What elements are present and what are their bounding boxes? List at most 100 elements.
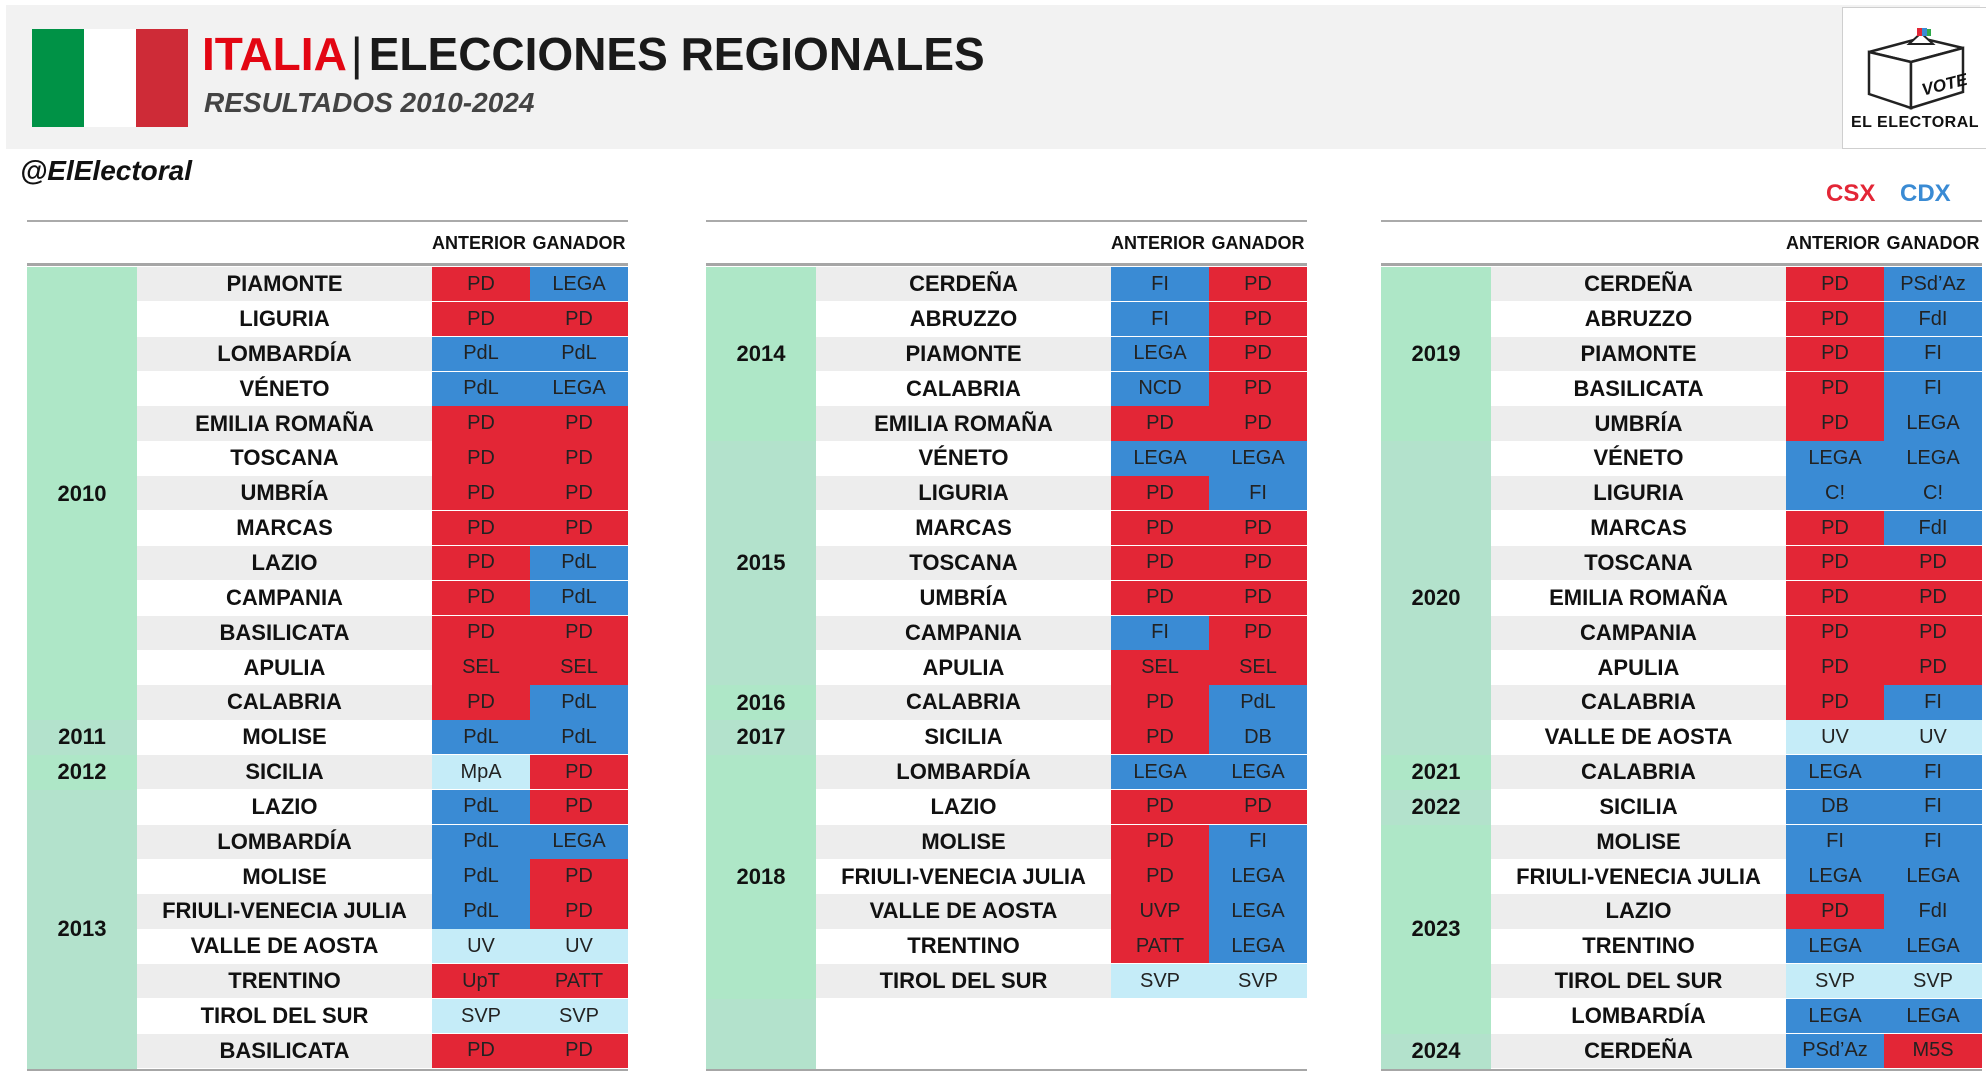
region-name: LOMBARDÍA (1571, 1003, 1706, 1029)
region-name: TRENTINO (137, 964, 432, 999)
anterior-cell: PD (1111, 720, 1209, 755)
region-name: EMILIA ROMAÑA (1549, 584, 1728, 610)
region-name: VÉNETO (1593, 445, 1684, 471)
ganador-cell: FI (1209, 824, 1307, 859)
region-name: LIGURIA (239, 306, 330, 332)
ganador-cell: PD (1209, 510, 1307, 546)
ganador-cell: FdI (1884, 510, 1982, 546)
ganador-cell: LEGA (530, 267, 628, 302)
anterior-cell: PD (1111, 510, 1209, 546)
ganador-cell: LEGA (1884, 406, 1982, 441)
ganador-cell: PD (1209, 406, 1307, 441)
table-top-rule (706, 220, 1307, 222)
column-header-ganador: GANADOR (1886, 233, 1980, 253)
column-header-anterior: ANTERIOR (1786, 233, 1880, 253)
year-label: 2017 (706, 720, 816, 755)
region-name: EMILIA ROMAÑA (137, 406, 432, 441)
anterior-cell: PD (1786, 685, 1884, 720)
anterior-cell: PD (1786, 580, 1884, 615)
year-label: 2024 (1381, 1033, 1491, 1069)
region-name: LAZIO (930, 793, 997, 819)
anterior-cell: PdL (432, 720, 530, 755)
region-name: VALLE DE AOSTA (1544, 724, 1733, 750)
anterior-cell: LEGA (1786, 859, 1884, 894)
ganador-cell: FI (1884, 754, 1982, 790)
region-name: ABRUZZO (909, 306, 1018, 332)
anterior-cell: PdL (432, 371, 530, 406)
region-name: TIROL DEL SUR (200, 1003, 369, 1029)
region-name: CALABRIA (137, 685, 432, 720)
region-name: SICILIA (924, 724, 1003, 750)
anterior-cell: PD (1111, 476, 1209, 511)
region-name: FRIULI-VENECIA JULIA (1516, 863, 1761, 889)
social-handle: @ElElectoral (20, 155, 193, 186)
ganador-cell: PD (530, 789, 628, 825)
anterior-cell: PD (1111, 545, 1209, 581)
anterior-cell: SVP (432, 998, 530, 1034)
year-label: 2016 (706, 685, 816, 721)
ganador-cell: LEGA (530, 824, 628, 859)
logo-name: EL ELECTORAL (1850, 114, 1980, 131)
anterior-cell: PD (432, 545, 530, 581)
region-name: TIROL DEL SUR (816, 964, 1111, 999)
region-name: TRENTINO (907, 933, 1020, 959)
anterior-cell: PD (1111, 685, 1209, 720)
region-name: TIROL DEL SUR (1491, 964, 1786, 999)
anterior-cell: LEGA (1111, 754, 1209, 790)
region-name: CAMPANIA (1491, 615, 1786, 650)
ganador-cell: FdI (1884, 894, 1982, 929)
ganador-cell: PdL (530, 336, 628, 372)
anterior-cell: PD (1786, 894, 1884, 929)
year-label: 2021 (1381, 754, 1491, 790)
ganador-cell: PD (1209, 545, 1307, 581)
ganador-cell: LEGA (1209, 754, 1307, 790)
italy-flag-icon (32, 29, 188, 127)
anterior-cell: PD (1786, 267, 1884, 302)
ganador-cell: PD (530, 406, 628, 441)
ganador-cell: LEGA (1209, 894, 1307, 929)
region-name: LOMBARDÍA (137, 824, 432, 859)
region-name: PIAMONTE (816, 336, 1111, 372)
ganador-cell: PdL (530, 685, 628, 720)
anterior-cell: PD (1111, 406, 1209, 441)
anterior-cell: LEGA (1111, 441, 1209, 476)
anterior-cell: FI (1111, 615, 1209, 650)
ganador-cell: PSd’Az (1884, 267, 1982, 302)
region-name: CERDEÑA (1491, 267, 1786, 302)
ganador-cell: PD (1884, 615, 1982, 650)
anterior-cell: PD (432, 1033, 530, 1069)
ganador-cell: SVP (530, 998, 628, 1034)
anterior-cell: LEGA (1786, 754, 1884, 790)
region-name: LIGURIA (1491, 476, 1786, 511)
region-name: SICILIA (1599, 793, 1678, 819)
region-name: APULIA (1597, 654, 1680, 680)
ganador-cell: UV (530, 929, 628, 964)
ganador-cell: FdI (1884, 301, 1982, 337)
ganador-cell: LEGA (1209, 929, 1307, 964)
anterior-cell: PD (432, 406, 530, 441)
ganador-cell: PD (530, 1033, 628, 1069)
region-name: VALLE DE AOSTA (816, 894, 1111, 929)
anterior-cell: PD (1786, 406, 1884, 441)
anterior-cell: PD (1111, 789, 1209, 825)
region-name: CERDEÑA (816, 267, 1111, 302)
region-name: BASILICATA (1573, 375, 1704, 401)
column-header-anterior: ANTERIOR (1111, 233, 1205, 253)
anterior-cell: PD (1786, 545, 1884, 581)
region-name: MOLISE (242, 724, 327, 750)
region-name: LIGURIA (816, 476, 1111, 511)
ganador-cell: FI (1209, 476, 1307, 511)
anterior-cell: NCD (1111, 371, 1209, 406)
page-title: ITALIA| ELECCIONES REGIONALES (202, 27, 985, 81)
ganador-cell: LEGA (1209, 859, 1307, 894)
anterior-cell: PD (1786, 336, 1884, 372)
anterior-cell: PATT (1111, 929, 1209, 964)
ganador-cell: PD (530, 859, 628, 894)
ganador-cell: PD (1209, 789, 1307, 825)
ganador-cell: PD (1884, 580, 1982, 615)
region-name: CALABRIA (906, 375, 1021, 401)
anterior-cell: SVP (1786, 964, 1884, 999)
region-name: LAZIO (137, 545, 432, 581)
ganador-cell: PD (530, 894, 628, 929)
region-name: TOSCANA (816, 545, 1111, 581)
